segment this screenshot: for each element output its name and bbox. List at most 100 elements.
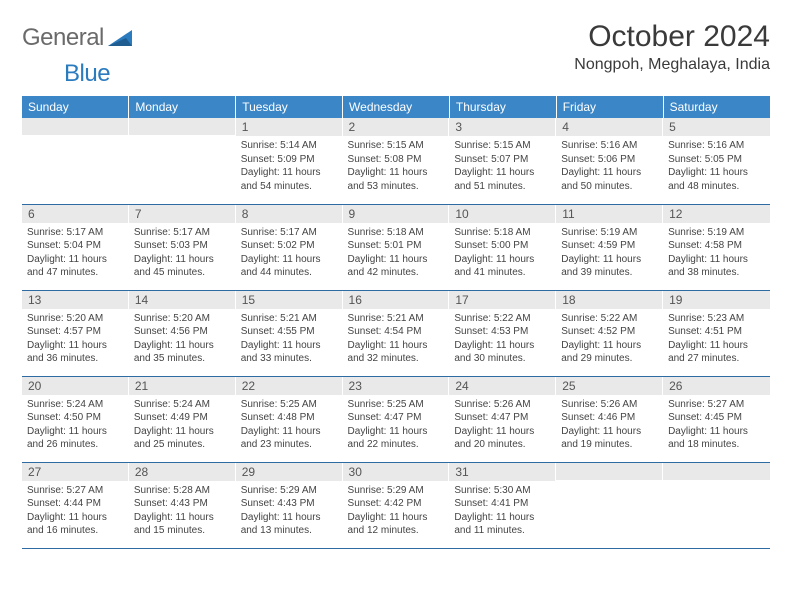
day-data: Sunrise: 5:21 AMSunset: 4:54 PMDaylight:…: [343, 309, 450, 370]
day-number: 27: [22, 463, 129, 481]
month-title: October 2024: [574, 20, 770, 54]
day-number: 31: [449, 463, 556, 481]
day-data: Sunrise: 5:29 AMSunset: 4:43 PMDaylight:…: [236, 481, 343, 542]
week-row: 13Sunrise: 5:20 AMSunset: 4:57 PMDayligh…: [22, 290, 770, 376]
week-row: 6Sunrise: 5:17 AMSunset: 5:04 PMDaylight…: [22, 204, 770, 290]
day-header-thursday: Thursday: [449, 96, 556, 118]
day-cell: 19Sunrise: 5:23 AMSunset: 4:51 PMDayligh…: [663, 290, 770, 376]
day-cell: 24Sunrise: 5:26 AMSunset: 4:47 PMDayligh…: [449, 376, 556, 462]
day-number: [663, 463, 770, 480]
day-number: 1: [236, 118, 343, 136]
day-number: 13: [22, 291, 129, 309]
logo-text-gray: General: [22, 24, 104, 52]
day-number: 26: [663, 377, 770, 395]
day-data: Sunrise: 5:16 AMSunset: 5:06 PMDaylight:…: [556, 136, 663, 197]
day-data: Sunrise: 5:28 AMSunset: 4:43 PMDaylight:…: [129, 481, 236, 542]
day-number: 12: [663, 205, 770, 223]
week-row: 1Sunrise: 5:14 AMSunset: 5:09 PMDaylight…: [22, 118, 770, 204]
day-number: 24: [449, 377, 556, 395]
day-data: Sunrise: 5:29 AMSunset: 4:42 PMDaylight:…: [343, 481, 450, 542]
day-cell: 14Sunrise: 5:20 AMSunset: 4:56 PMDayligh…: [129, 290, 236, 376]
day-number: 5: [663, 118, 770, 136]
day-number: 4: [556, 118, 663, 136]
day-cell: 28Sunrise: 5:28 AMSunset: 4:43 PMDayligh…: [129, 462, 236, 548]
day-cell: 31Sunrise: 5:30 AMSunset: 4:41 PMDayligh…: [449, 462, 556, 548]
calendar-table: SundayMondayTuesdayWednesdayThursdayFrid…: [22, 96, 770, 549]
day-header-tuesday: Tuesday: [236, 96, 343, 118]
day-cell: 3Sunrise: 5:15 AMSunset: 5:07 PMDaylight…: [449, 118, 556, 204]
day-cell: 4Sunrise: 5:16 AMSunset: 5:06 PMDaylight…: [556, 118, 663, 204]
day-data: Sunrise: 5:20 AMSunset: 4:57 PMDaylight:…: [22, 309, 129, 370]
day-data: Sunrise: 5:22 AMSunset: 4:53 PMDaylight:…: [449, 309, 556, 370]
day-header-saturday: Saturday: [663, 96, 770, 118]
day-number: 17: [449, 291, 556, 309]
day-number: 19: [663, 291, 770, 309]
week-row: 27Sunrise: 5:27 AMSunset: 4:44 PMDayligh…: [22, 462, 770, 548]
day-cell: 1Sunrise: 5:14 AMSunset: 5:09 PMDaylight…: [236, 118, 343, 204]
day-data: Sunrise: 5:20 AMSunset: 4:56 PMDaylight:…: [129, 309, 236, 370]
day-cell: 11Sunrise: 5:19 AMSunset: 4:59 PMDayligh…: [556, 204, 663, 290]
day-data: Sunrise: 5:15 AMSunset: 5:07 PMDaylight:…: [449, 136, 556, 197]
day-cell: 23Sunrise: 5:25 AMSunset: 4:47 PMDayligh…: [343, 376, 450, 462]
day-data: Sunrise: 5:19 AMSunset: 4:59 PMDaylight:…: [556, 223, 663, 284]
empty-cell: [556, 462, 663, 548]
day-number: 25: [556, 377, 663, 395]
day-cell: 8Sunrise: 5:17 AMSunset: 5:02 PMDaylight…: [236, 204, 343, 290]
day-data: Sunrise: 5:26 AMSunset: 4:46 PMDaylight:…: [556, 395, 663, 456]
week-row: 20Sunrise: 5:24 AMSunset: 4:50 PMDayligh…: [22, 376, 770, 462]
day-number: [129, 118, 236, 135]
day-number: 6: [22, 205, 129, 223]
empty-cell: [663, 462, 770, 548]
logo-text-blue: Blue: [64, 60, 110, 87]
day-data: Sunrise: 5:25 AMSunset: 4:47 PMDaylight:…: [343, 395, 450, 456]
day-cell: 18Sunrise: 5:22 AMSunset: 4:52 PMDayligh…: [556, 290, 663, 376]
day-cell: 27Sunrise: 5:27 AMSunset: 4:44 PMDayligh…: [22, 462, 129, 548]
day-cell: 6Sunrise: 5:17 AMSunset: 5:04 PMDaylight…: [22, 204, 129, 290]
day-number: [22, 118, 129, 135]
day-cell: 7Sunrise: 5:17 AMSunset: 5:03 PMDaylight…: [129, 204, 236, 290]
day-number: 9: [343, 205, 450, 223]
day-data: Sunrise: 5:18 AMSunset: 5:00 PMDaylight:…: [449, 223, 556, 284]
day-cell: 17Sunrise: 5:22 AMSunset: 4:53 PMDayligh…: [449, 290, 556, 376]
day-cell: 29Sunrise: 5:29 AMSunset: 4:43 PMDayligh…: [236, 462, 343, 548]
day-number: 29: [236, 463, 343, 481]
day-cell: 30Sunrise: 5:29 AMSunset: 4:42 PMDayligh…: [343, 462, 450, 548]
day-data: Sunrise: 5:22 AMSunset: 4:52 PMDaylight:…: [556, 309, 663, 370]
day-number: 10: [449, 205, 556, 223]
logo: General: [22, 24, 136, 52]
day-cell: 13Sunrise: 5:20 AMSunset: 4:57 PMDayligh…: [22, 290, 129, 376]
day-data: Sunrise: 5:23 AMSunset: 4:51 PMDaylight:…: [663, 309, 770, 370]
day-cell: 22Sunrise: 5:25 AMSunset: 4:48 PMDayligh…: [236, 376, 343, 462]
day-data: Sunrise: 5:18 AMSunset: 5:01 PMDaylight:…: [343, 223, 450, 284]
day-number: 7: [129, 205, 236, 223]
day-data: Sunrise: 5:19 AMSunset: 4:58 PMDaylight:…: [663, 223, 770, 284]
day-number: 28: [129, 463, 236, 481]
day-number: 3: [449, 118, 556, 136]
day-number: 11: [556, 205, 663, 223]
day-data: Sunrise: 5:30 AMSunset: 4:41 PMDaylight:…: [449, 481, 556, 542]
day-cell: 26Sunrise: 5:27 AMSunset: 4:45 PMDayligh…: [663, 376, 770, 462]
day-cell: 2Sunrise: 5:15 AMSunset: 5:08 PMDaylight…: [343, 118, 450, 204]
day-cell: 12Sunrise: 5:19 AMSunset: 4:58 PMDayligh…: [663, 204, 770, 290]
empty-cell: [129, 118, 236, 204]
day-data: Sunrise: 5:21 AMSunset: 4:55 PMDaylight:…: [236, 309, 343, 370]
day-cell: 25Sunrise: 5:26 AMSunset: 4:46 PMDayligh…: [556, 376, 663, 462]
day-header-row: SundayMondayTuesdayWednesdayThursdayFrid…: [22, 96, 770, 118]
day-number: 21: [129, 377, 236, 395]
day-number: 22: [236, 377, 343, 395]
day-number: 23: [343, 377, 450, 395]
day-data: Sunrise: 5:14 AMSunset: 5:09 PMDaylight:…: [236, 136, 343, 197]
day-number: 16: [343, 291, 450, 309]
day-number: 8: [236, 205, 343, 223]
logo-triangle-icon: [108, 28, 134, 48]
day-cell: 21Sunrise: 5:24 AMSunset: 4:49 PMDayligh…: [129, 376, 236, 462]
day-data: Sunrise: 5:16 AMSunset: 5:05 PMDaylight:…: [663, 136, 770, 197]
day-cell: 9Sunrise: 5:18 AMSunset: 5:01 PMDaylight…: [343, 204, 450, 290]
day-cell: 10Sunrise: 5:18 AMSunset: 5:00 PMDayligh…: [449, 204, 556, 290]
day-data: Sunrise: 5:17 AMSunset: 5:04 PMDaylight:…: [22, 223, 129, 284]
day-header-sunday: Sunday: [22, 96, 129, 118]
day-cell: 5Sunrise: 5:16 AMSunset: 5:05 PMDaylight…: [663, 118, 770, 204]
day-data: Sunrise: 5:24 AMSunset: 4:49 PMDaylight:…: [129, 395, 236, 456]
day-header-monday: Monday: [129, 96, 236, 118]
day-cell: 15Sunrise: 5:21 AMSunset: 4:55 PMDayligh…: [236, 290, 343, 376]
